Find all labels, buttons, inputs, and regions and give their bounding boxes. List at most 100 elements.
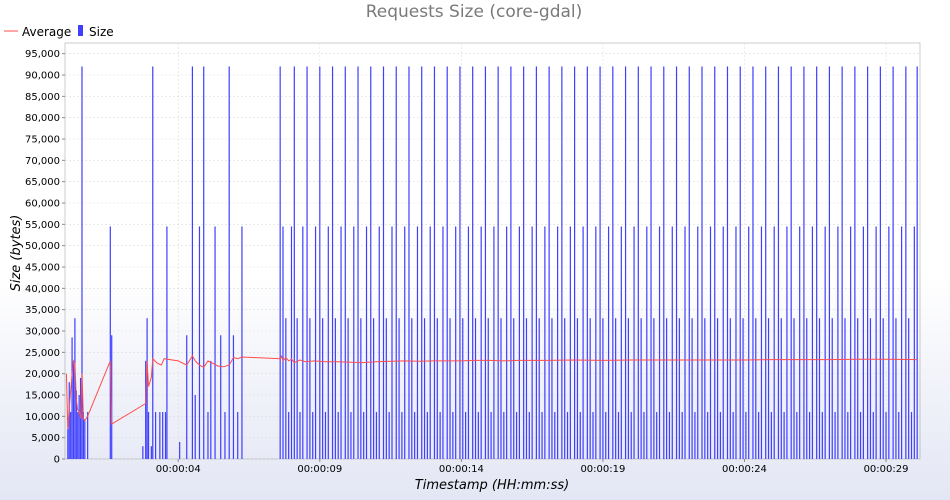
size-bar (398, 318, 400, 459)
size-bar (279, 66, 281, 459)
size-bar (745, 412, 747, 459)
size-bar (518, 226, 520, 459)
size-bar (888, 226, 890, 459)
x-tick-label: 00:00:29 (864, 464, 909, 475)
size-bar (535, 66, 537, 459)
y-tick-label: 40,000 (25, 284, 60, 295)
size-bar (68, 382, 70, 459)
size-bar (146, 318, 148, 459)
size-bar (650, 66, 652, 459)
size-bar (742, 318, 744, 459)
size-bar (831, 318, 833, 459)
size-bar (637, 66, 639, 459)
size-bar (786, 226, 788, 459)
size-bar (905, 66, 907, 459)
size-bar (75, 390, 77, 459)
size-bar (334, 318, 336, 459)
size-bar (72, 360, 75, 459)
size-bar (704, 318, 706, 459)
size-bar (433, 66, 436, 459)
size-bar (799, 226, 801, 459)
size-bar (382, 66, 385, 459)
size-bar (913, 226, 915, 459)
size-bar (867, 66, 869, 459)
size-bar (748, 226, 750, 459)
size-bar (309, 318, 311, 459)
plot-area (64, 42, 921, 460)
size-bar (615, 318, 617, 459)
size-bar (465, 412, 467, 459)
size-bar (564, 318, 566, 459)
y-tick-label: 60,000 (25, 199, 60, 210)
size-bar (414, 412, 416, 459)
size-bar (442, 226, 444, 459)
size-bar (327, 226, 329, 459)
size-bar (582, 226, 584, 459)
size-bar (506, 226, 508, 459)
size-bar (796, 412, 798, 459)
y-tick-label: 10,000 (25, 412, 60, 423)
size-bar (816, 66, 818, 459)
size-bar (709, 226, 712, 459)
y-tick-label: 90,000 (25, 71, 60, 82)
size-bar (850, 226, 852, 459)
size-bar (592, 412, 594, 459)
size-bar (436, 318, 438, 459)
size-bar (152, 66, 154, 459)
size-bar (71, 337, 73, 459)
y-tick-label: 70,000 (25, 156, 60, 167)
size-bar (566, 412, 569, 459)
size-bar (666, 318, 668, 459)
size-bar (477, 412, 479, 459)
size-bar (210, 360, 212, 459)
x-tick-label: 00:00:09 (297, 464, 342, 475)
size-bar (421, 66, 423, 459)
size-bar (714, 66, 716, 459)
size-bar (834, 412, 836, 459)
size-bar (503, 412, 505, 459)
size-bar (232, 335, 235, 459)
average-series-line (65, 354, 918, 430)
size-bar (290, 226, 293, 459)
size-bar (589, 318, 591, 459)
size-bar (490, 412, 492, 459)
size-bar (282, 226, 284, 459)
size-bar (70, 412, 72, 459)
size-bar (719, 412, 722, 459)
size-bar (207, 412, 209, 459)
size-bar (617, 412, 620, 459)
size-bar (857, 318, 859, 459)
size-bar (790, 66, 792, 459)
size-bar (228, 66, 230, 459)
size-bar (554, 412, 556, 459)
size-bar (579, 412, 581, 459)
size-bar (198, 226, 201, 459)
size-bar (806, 318, 808, 459)
size-bar (220, 335, 222, 459)
size-bar (145, 360, 147, 459)
size-bar (408, 66, 410, 459)
y-tick-label: 30,000 (25, 327, 60, 338)
size-bar (487, 318, 489, 459)
size-bar (882, 318, 884, 459)
y-tick-label: 5,000 (31, 433, 60, 444)
size-bar (716, 318, 719, 459)
x-tick-label: 00:00:24 (722, 464, 767, 475)
size-bar (551, 318, 553, 459)
size-bar (576, 318, 579, 459)
y-tick-label: 95,000 (25, 49, 60, 60)
size-bar (77, 412, 79, 459)
size-bar (331, 66, 334, 459)
size-bar (497, 66, 499, 459)
size-bar (299, 412, 301, 459)
size-bar (646, 226, 648, 459)
size-bar (285, 318, 287, 459)
size-bar (803, 66, 805, 459)
x-tick-label: 00:00:19 (580, 464, 625, 475)
size-bar (87, 412, 89, 459)
size-bar (701, 66, 703, 459)
size-bar (885, 412, 887, 459)
size-bar (841, 66, 843, 459)
size-bar (561, 66, 563, 459)
size-bar (793, 318, 795, 459)
